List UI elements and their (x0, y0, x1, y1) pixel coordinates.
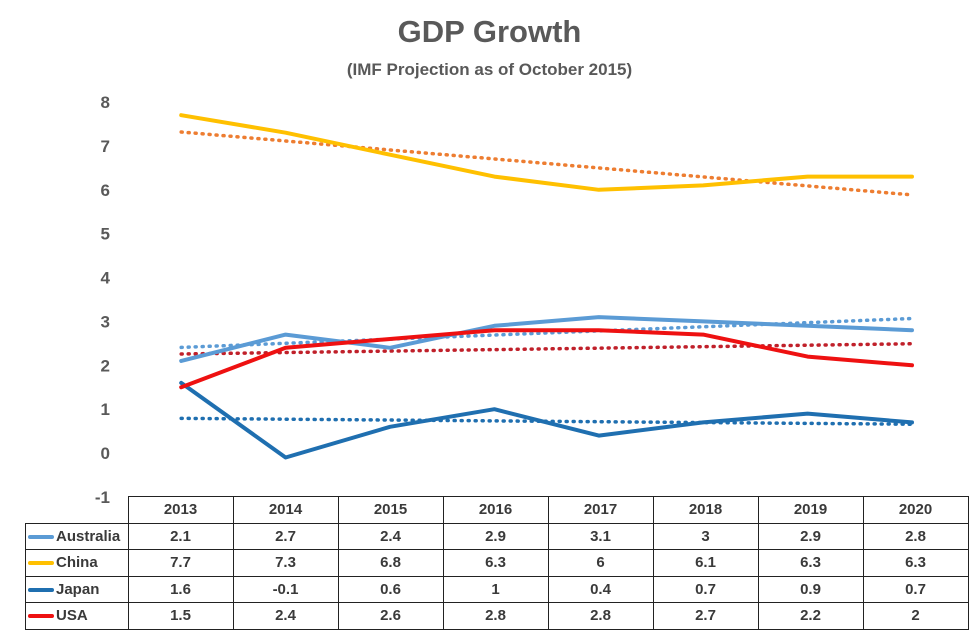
table-header-row: 2013 2014 2015 2016 2017 2018 2019 2020 (25, 496, 969, 524)
series-legend-cell: Japan (25, 575, 129, 603)
series-line-china (179, 113, 914, 192)
data-value-label: 0.9 (757, 575, 864, 603)
table-row: Japan 1.6 -0.1 0.6 1 0.4 0.7 0.9 0.7 (25, 575, 969, 603)
series-legend-cell: Australia (25, 522, 129, 550)
data-value-label: 2.4 (232, 602, 339, 630)
data-value-label: 0.4 (547, 575, 654, 603)
data-value-label: 7.7 (127, 549, 234, 577)
y-tick-label: 3 (101, 312, 110, 331)
data-value-label: 1.5 (127, 602, 234, 630)
data-value-label: 2.1 (127, 522, 234, 550)
legend-key-icon (28, 534, 54, 539)
trendline-usa (179, 342, 914, 356)
data-value-label: 2.7 (232, 522, 339, 550)
data-value-label: 2.2 (757, 602, 864, 630)
series-name-label: USA (56, 607, 88, 625)
data-value-label: 6.3 (862, 549, 969, 577)
data-value-label: 2.8 (547, 602, 654, 630)
data-value-label: 6 (547, 549, 654, 577)
data-value-label: 1.6 (127, 575, 234, 603)
data-value-label: 6.8 (337, 549, 444, 577)
x-category-label: 2018 (652, 496, 759, 524)
series-name-label: China (56, 554, 98, 572)
y-tick-label: 1 (101, 400, 110, 419)
chart-subtitle: (IMF Projection as of October 2015) (346, 60, 633, 79)
y-tick-label: 5 (101, 225, 110, 244)
data-value-label: 1 (442, 575, 549, 603)
data-value-label: 0.6 (337, 575, 444, 603)
data-value-label: 6.3 (442, 549, 549, 577)
y-tick-label: 0 (101, 444, 110, 463)
trendline-china (179, 130, 914, 197)
x-category-label: 2013 (127, 496, 234, 524)
data-value-label: 2.6 (337, 602, 444, 630)
x-category-label: 2019 (757, 496, 864, 524)
y-tick-label: 6 (101, 181, 110, 200)
data-value-label: 2.9 (757, 522, 864, 550)
series-line-japan (179, 380, 914, 460)
table-row: China 7.7 7.3 6.8 6.3 6 6.1 6.3 6.3 (25, 549, 969, 577)
y-tick-label: 8 (101, 93, 110, 112)
x-category-label: 2020 (862, 496, 969, 524)
series-legend-cell: China (25, 549, 129, 577)
data-value-label: -0.1 (232, 575, 339, 603)
y-tick-label: 7 (101, 137, 110, 156)
table-row: USA 1.5 2.4 2.6 2.8 2.8 2.7 2.2 2 (25, 602, 969, 630)
chart-title: GDP Growth (397, 14, 582, 49)
table-row: Australia 2.1 2.7 2.4 2.9 3.1 3 2.9 2.8 (25, 522, 969, 550)
data-value-label: 2.7 (652, 602, 759, 630)
series-line-australia (179, 315, 914, 363)
data-value-label: 7.3 (232, 549, 339, 577)
series-name-label: Japan (56, 580, 100, 598)
x-category-label: 2015 (337, 496, 444, 524)
legend-key-icon (28, 587, 54, 592)
data-value-label: 2.4 (337, 522, 444, 550)
data-value-label: 2.8 (862, 522, 969, 550)
data-value-label: 6.1 (652, 549, 759, 577)
data-value-label: 0.7 (862, 575, 969, 603)
data-value-label: 2.8 (442, 602, 549, 630)
data-value-label: 3.1 (547, 522, 654, 550)
data-value-label: 2 (862, 602, 969, 630)
y-tick-label: 2 (101, 356, 110, 375)
data-value-label: 0.7 (652, 575, 759, 603)
data-value-label: 2.9 (442, 522, 549, 550)
chart-data-table: 2013 2014 2015 2016 2017 2018 2019 2020 Australi… (25, 496, 969, 630)
x-category-label: 2014 (232, 496, 339, 524)
series-legend-cell: USA (25, 602, 129, 630)
x-category-label: 2017 (547, 496, 654, 524)
table-corner (25, 496, 129, 524)
legend-key-icon (28, 561, 54, 566)
data-value-label: 6.3 (757, 549, 864, 577)
y-tick-label: 4 (101, 269, 111, 288)
data-value-label: 3 (652, 522, 759, 550)
legend-key-icon (28, 614, 54, 619)
series-line-usa (179, 328, 914, 390)
series-name-label: Australia (56, 527, 121, 545)
x-category-label: 2016 (442, 496, 549, 524)
